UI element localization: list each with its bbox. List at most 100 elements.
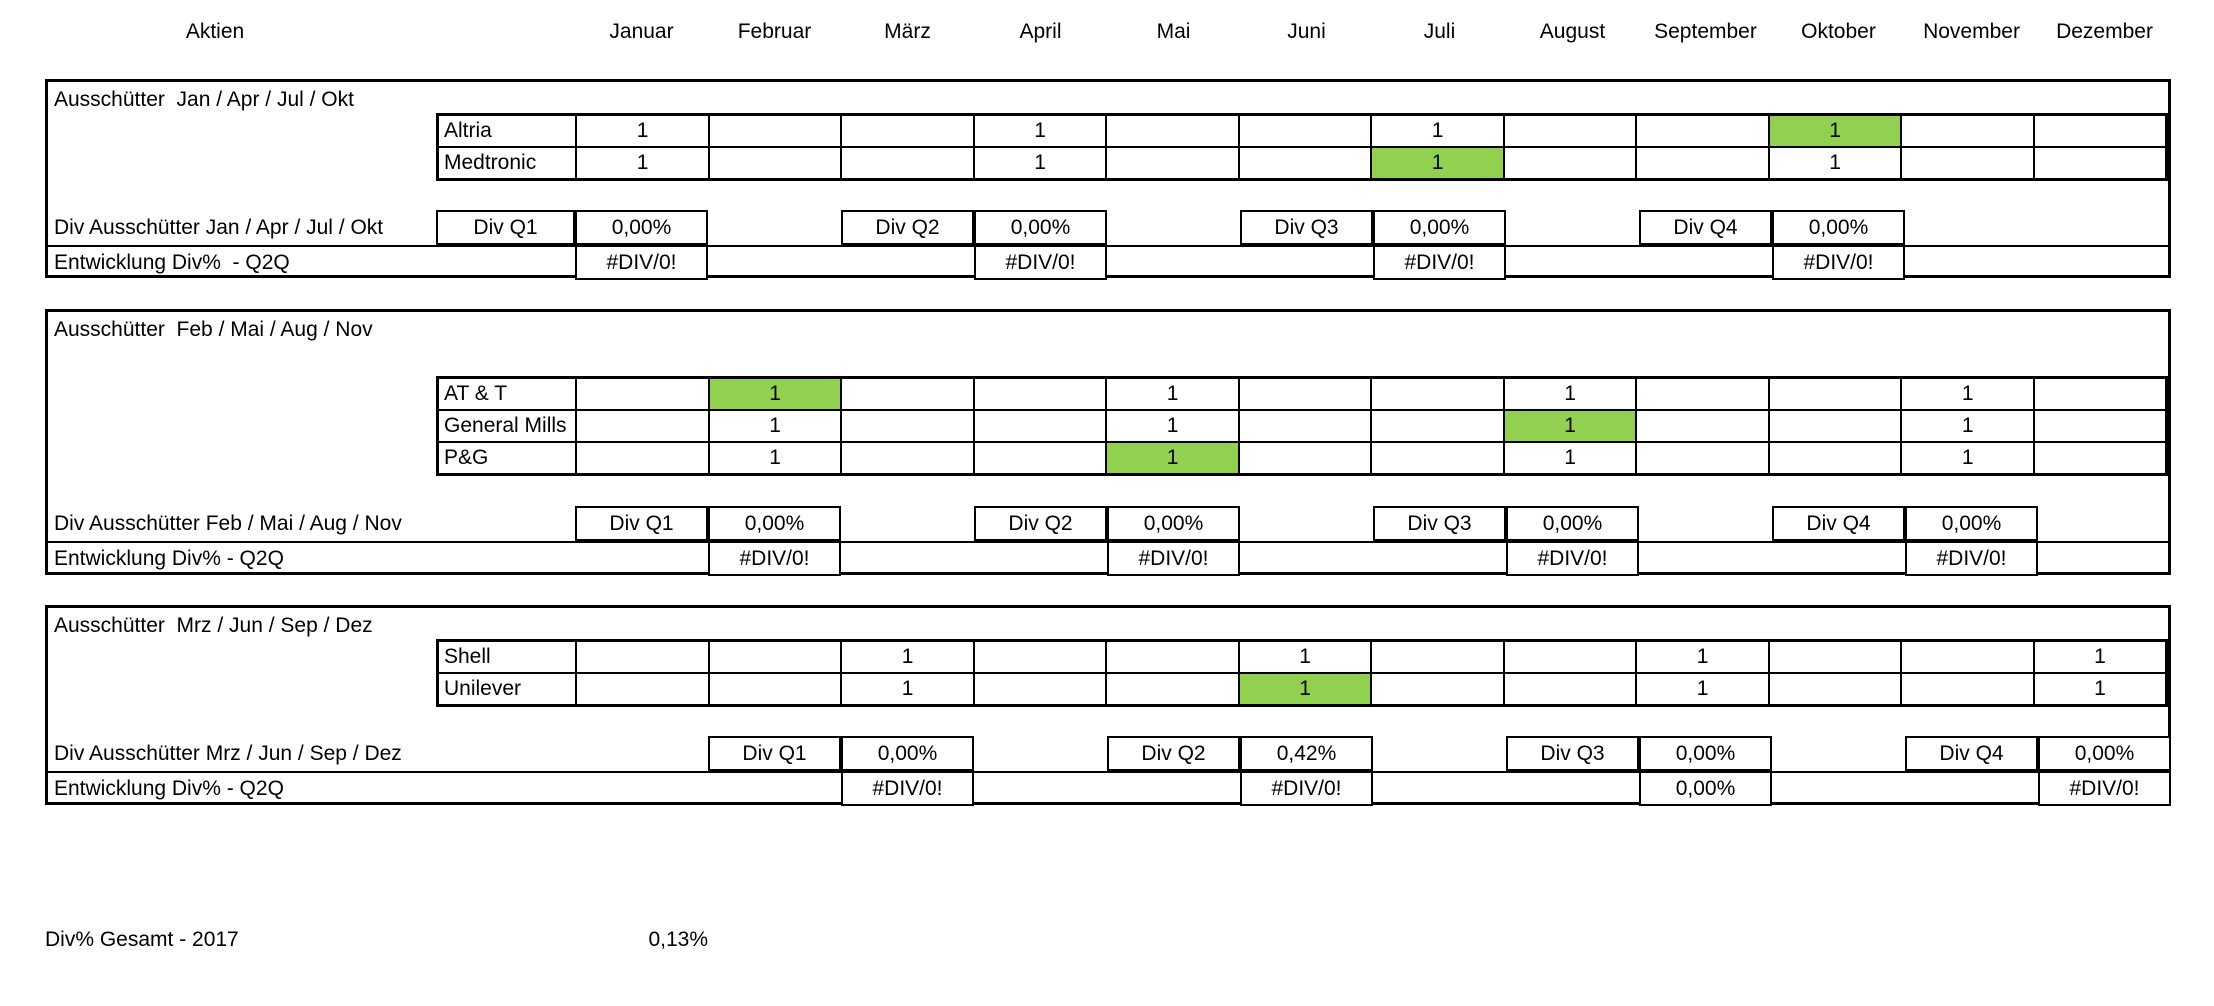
quarter-value-cell[interactable]: 0,00%	[1506, 506, 1639, 541]
month-cell[interactable]	[1502, 639, 1638, 674]
month-cell[interactable]: 1	[972, 146, 1108, 181]
month-cell[interactable]	[575, 409, 710, 443]
month-cell[interactable]	[1635, 113, 1770, 148]
month-cell[interactable]: 1	[840, 639, 975, 674]
quarter-label-cell[interactable]: Div Q4	[1905, 736, 2038, 771]
month-cell[interactable]: 1	[1635, 639, 1770, 674]
quarter-label-cell[interactable]: Div Q4	[1639, 210, 1772, 245]
month-cell[interactable]	[1370, 672, 1505, 707]
month-cell[interactable]: 1	[1370, 146, 1505, 181]
month-cell[interactable]	[2032, 376, 2168, 411]
month-cell[interactable]	[1237, 441, 1373, 476]
quarter-value-cell[interactable]: 0,00%	[1772, 210, 1905, 245]
entwicklung-value-cell[interactable]: #DIV/0!	[1506, 541, 1639, 576]
month-cell[interactable]: 1	[575, 146, 710, 181]
month-cell[interactable]: 1	[1105, 376, 1240, 411]
stock-name-cell[interactable]: Medtronic	[436, 146, 578, 181]
month-cell[interactable]	[840, 113, 975, 148]
month-cell[interactable]	[840, 146, 975, 181]
total-value[interactable]: 0,13%	[648, 928, 708, 951]
quarter-value-cell[interactable]: 0,00%	[974, 210, 1107, 245]
month-cell[interactable]	[1635, 376, 1770, 411]
quarter-label-cell[interactable]: Div Q3	[1506, 736, 1639, 771]
entwicklung-value-cell[interactable]: #DIV/0!	[841, 771, 974, 806]
month-cell[interactable]: 1	[1767, 113, 1903, 148]
month-cell[interactable]	[972, 376, 1108, 411]
month-cell[interactable]	[2032, 146, 2168, 181]
month-cell[interactable]: 1	[1900, 409, 2035, 443]
month-cell[interactable]: 1	[2032, 672, 2168, 707]
month-cell[interactable]	[1502, 672, 1638, 707]
month-cell[interactable]: 1	[707, 376, 843, 411]
month-cell[interactable]	[707, 672, 843, 707]
month-cell[interactable]	[1767, 672, 1903, 707]
month-cell[interactable]: 1	[1237, 672, 1373, 707]
month-cell[interactable]	[1767, 441, 1903, 476]
quarter-value-cell[interactable]: 0,42%	[1240, 736, 1373, 771]
month-cell[interactable]	[575, 672, 710, 707]
quarter-label-cell[interactable]: Div Q3	[1373, 506, 1506, 541]
month-cell[interactable]	[2032, 441, 2168, 476]
month-cell[interactable]	[1105, 113, 1240, 148]
month-cell[interactable]	[1900, 639, 2035, 674]
month-cell[interactable]	[2032, 113, 2168, 148]
month-cell[interactable]	[1900, 113, 2035, 148]
quarter-label-cell[interactable]: Div Q4	[1772, 506, 1905, 541]
month-cell[interactable]	[575, 376, 710, 411]
entwicklung-value-cell[interactable]: #DIV/0!	[575, 245, 708, 280]
month-cell[interactable]: 1	[1105, 441, 1240, 476]
quarter-value-cell[interactable]: 0,00%	[841, 736, 974, 771]
month-cell[interactable]	[1370, 376, 1505, 411]
month-cell[interactable]: 1	[2032, 639, 2168, 674]
month-cell[interactable]: 1	[1502, 441, 1638, 476]
stock-name-cell[interactable]: Shell	[436, 639, 578, 674]
month-cell[interactable]: 1	[575, 113, 710, 148]
quarter-value-cell[interactable]: 0,00%	[1107, 506, 1240, 541]
month-cell[interactable]	[972, 672, 1108, 707]
entwicklung-value-cell[interactable]: #DIV/0!	[1905, 541, 2038, 576]
quarter-value-cell[interactable]: 0,00%	[708, 506, 841, 541]
stock-name-cell[interactable]: Altria	[436, 113, 578, 148]
quarter-value-cell[interactable]: 0,00%	[2038, 736, 2171, 771]
month-cell[interactable]	[1105, 639, 1240, 674]
entwicklung-value-cell[interactable]: #DIV/0!	[708, 541, 841, 576]
stock-name-cell[interactable]: Unilever	[436, 672, 578, 707]
month-cell[interactable]	[1635, 441, 1770, 476]
stock-name-cell[interactable]: General Mills	[436, 409, 578, 443]
month-cell[interactable]: 1	[707, 409, 843, 443]
month-cell[interactable]: 1	[972, 113, 1108, 148]
entwicklung-value-cell[interactable]: #DIV/0!	[2038, 771, 2171, 806]
month-cell[interactable]	[1502, 113, 1638, 148]
month-cell[interactable]	[1767, 376, 1903, 411]
quarter-value-cell[interactable]: 0,00%	[1905, 506, 2038, 541]
month-cell[interactable]	[1237, 409, 1373, 443]
month-cell[interactable]	[575, 639, 710, 674]
month-cell[interactable]	[840, 376, 975, 411]
month-cell[interactable]	[1635, 409, 1770, 443]
month-cell[interactable]: 1	[1502, 376, 1638, 411]
month-cell[interactable]	[1370, 639, 1505, 674]
quarter-label-cell[interactable]: Div Q2	[841, 210, 974, 245]
stock-name-cell[interactable]: AT & T	[436, 376, 578, 411]
quarter-label-cell[interactable]: Div Q2	[974, 506, 1107, 541]
month-cell[interactable]	[2032, 409, 2168, 443]
month-cell[interactable]	[1900, 672, 2035, 707]
month-cell[interactable]: 1	[1105, 409, 1240, 443]
month-cell[interactable]: 1	[1237, 639, 1373, 674]
entwicklung-value-cell[interactable]: #DIV/0!	[1107, 541, 1240, 576]
entwicklung-value-cell[interactable]: #DIV/0!	[1373, 245, 1506, 280]
quarter-value-cell[interactable]: 0,00%	[1639, 736, 1772, 771]
month-cell[interactable]	[707, 146, 843, 181]
month-cell[interactable]	[707, 113, 843, 148]
quarter-label-cell[interactable]: Div Q3	[1240, 210, 1373, 245]
month-cell[interactable]: 1	[1370, 113, 1505, 148]
month-cell[interactable]	[1370, 441, 1505, 476]
month-cell[interactable]	[1502, 146, 1638, 181]
month-cell[interactable]	[972, 441, 1108, 476]
month-cell[interactable]	[972, 639, 1108, 674]
month-cell[interactable]	[1900, 146, 2035, 181]
month-cell[interactable]	[1105, 146, 1240, 181]
month-cell[interactable]	[575, 441, 710, 476]
entwicklung-value-cell[interactable]: #DIV/0!	[1772, 245, 1905, 280]
month-cell[interactable]: 1	[1900, 376, 2035, 411]
